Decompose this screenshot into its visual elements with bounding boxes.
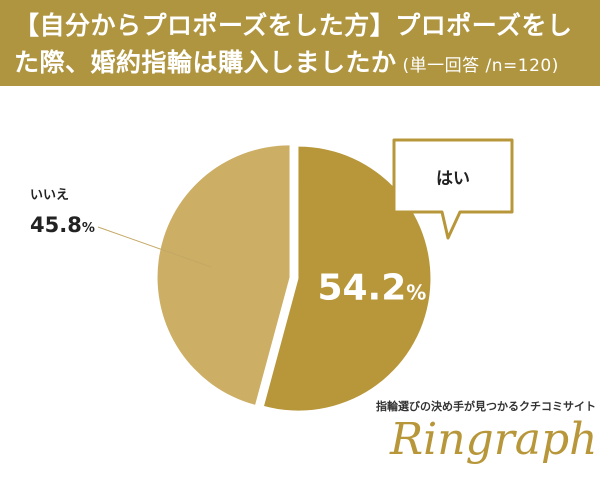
category-label-yes: はい: [436, 169, 470, 189]
category-label-no: いいえ: [30, 188, 69, 203]
leader-line-no: [97, 226, 212, 268]
value-label-no: 45.8%: [30, 213, 95, 237]
callout-bubble: [392, 138, 514, 240]
chart-title-line2: た際、婚約指輪は購入しましたか (単一回答 /n=120): [14, 43, 559, 79]
value-label-yes: 54.2%: [317, 267, 426, 308]
chart-title-line1: 【自分からプロポーズをした方】プロポーズをし: [14, 11, 573, 40]
brand-tagline: 指輪選びの決め手が見つかるクチコミサイト: [376, 400, 596, 413]
pie-slice-yes: [264, 146, 431, 411]
title-banner: 【自分からプロポーズをした方】プロポーズをし た際、婚約指輪は購入しましたか (単…: [0, 0, 600, 86]
pie-slice-no: [157, 145, 290, 405]
sample-note: (単一回答 /n=120): [402, 56, 559, 76]
brand-logo: Ringraph: [390, 414, 598, 465]
chart-title-line2-text: た際、婚約指輪は購入しましたか: [14, 48, 397, 77]
